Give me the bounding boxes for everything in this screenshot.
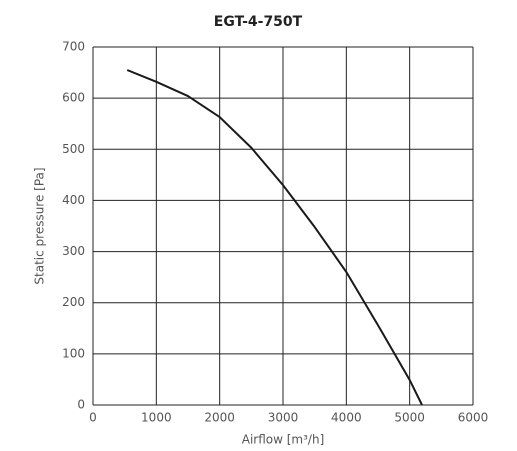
y-tick-label: 300 xyxy=(62,244,85,258)
curve xyxy=(126,69,423,406)
y-tick-label: 700 xyxy=(62,40,85,54)
chart-title: EGT-4-750T xyxy=(214,14,303,30)
x-tick-label: 1000 xyxy=(141,411,172,425)
y-axis-label: Static pressure [Pa] xyxy=(33,167,47,284)
y-tick-label: 100 xyxy=(62,346,85,360)
y-tick-label: 200 xyxy=(62,295,85,309)
x-tick-label: 4000 xyxy=(331,411,362,425)
y-tick-label: 600 xyxy=(62,91,85,105)
y-tick-label: 500 xyxy=(62,142,85,156)
x-axis-label: Airflow [m³/h] xyxy=(242,433,325,447)
x-tick-label: 2000 xyxy=(204,411,235,425)
x-tick-label: 6000 xyxy=(458,411,489,425)
y-tick-label: 400 xyxy=(62,193,85,207)
x-tick-label: 0 xyxy=(89,411,97,425)
x-tick-label: 3000 xyxy=(268,411,299,425)
y-tick-label: 0 xyxy=(77,398,85,412)
x-tick-label: 5000 xyxy=(394,411,425,425)
